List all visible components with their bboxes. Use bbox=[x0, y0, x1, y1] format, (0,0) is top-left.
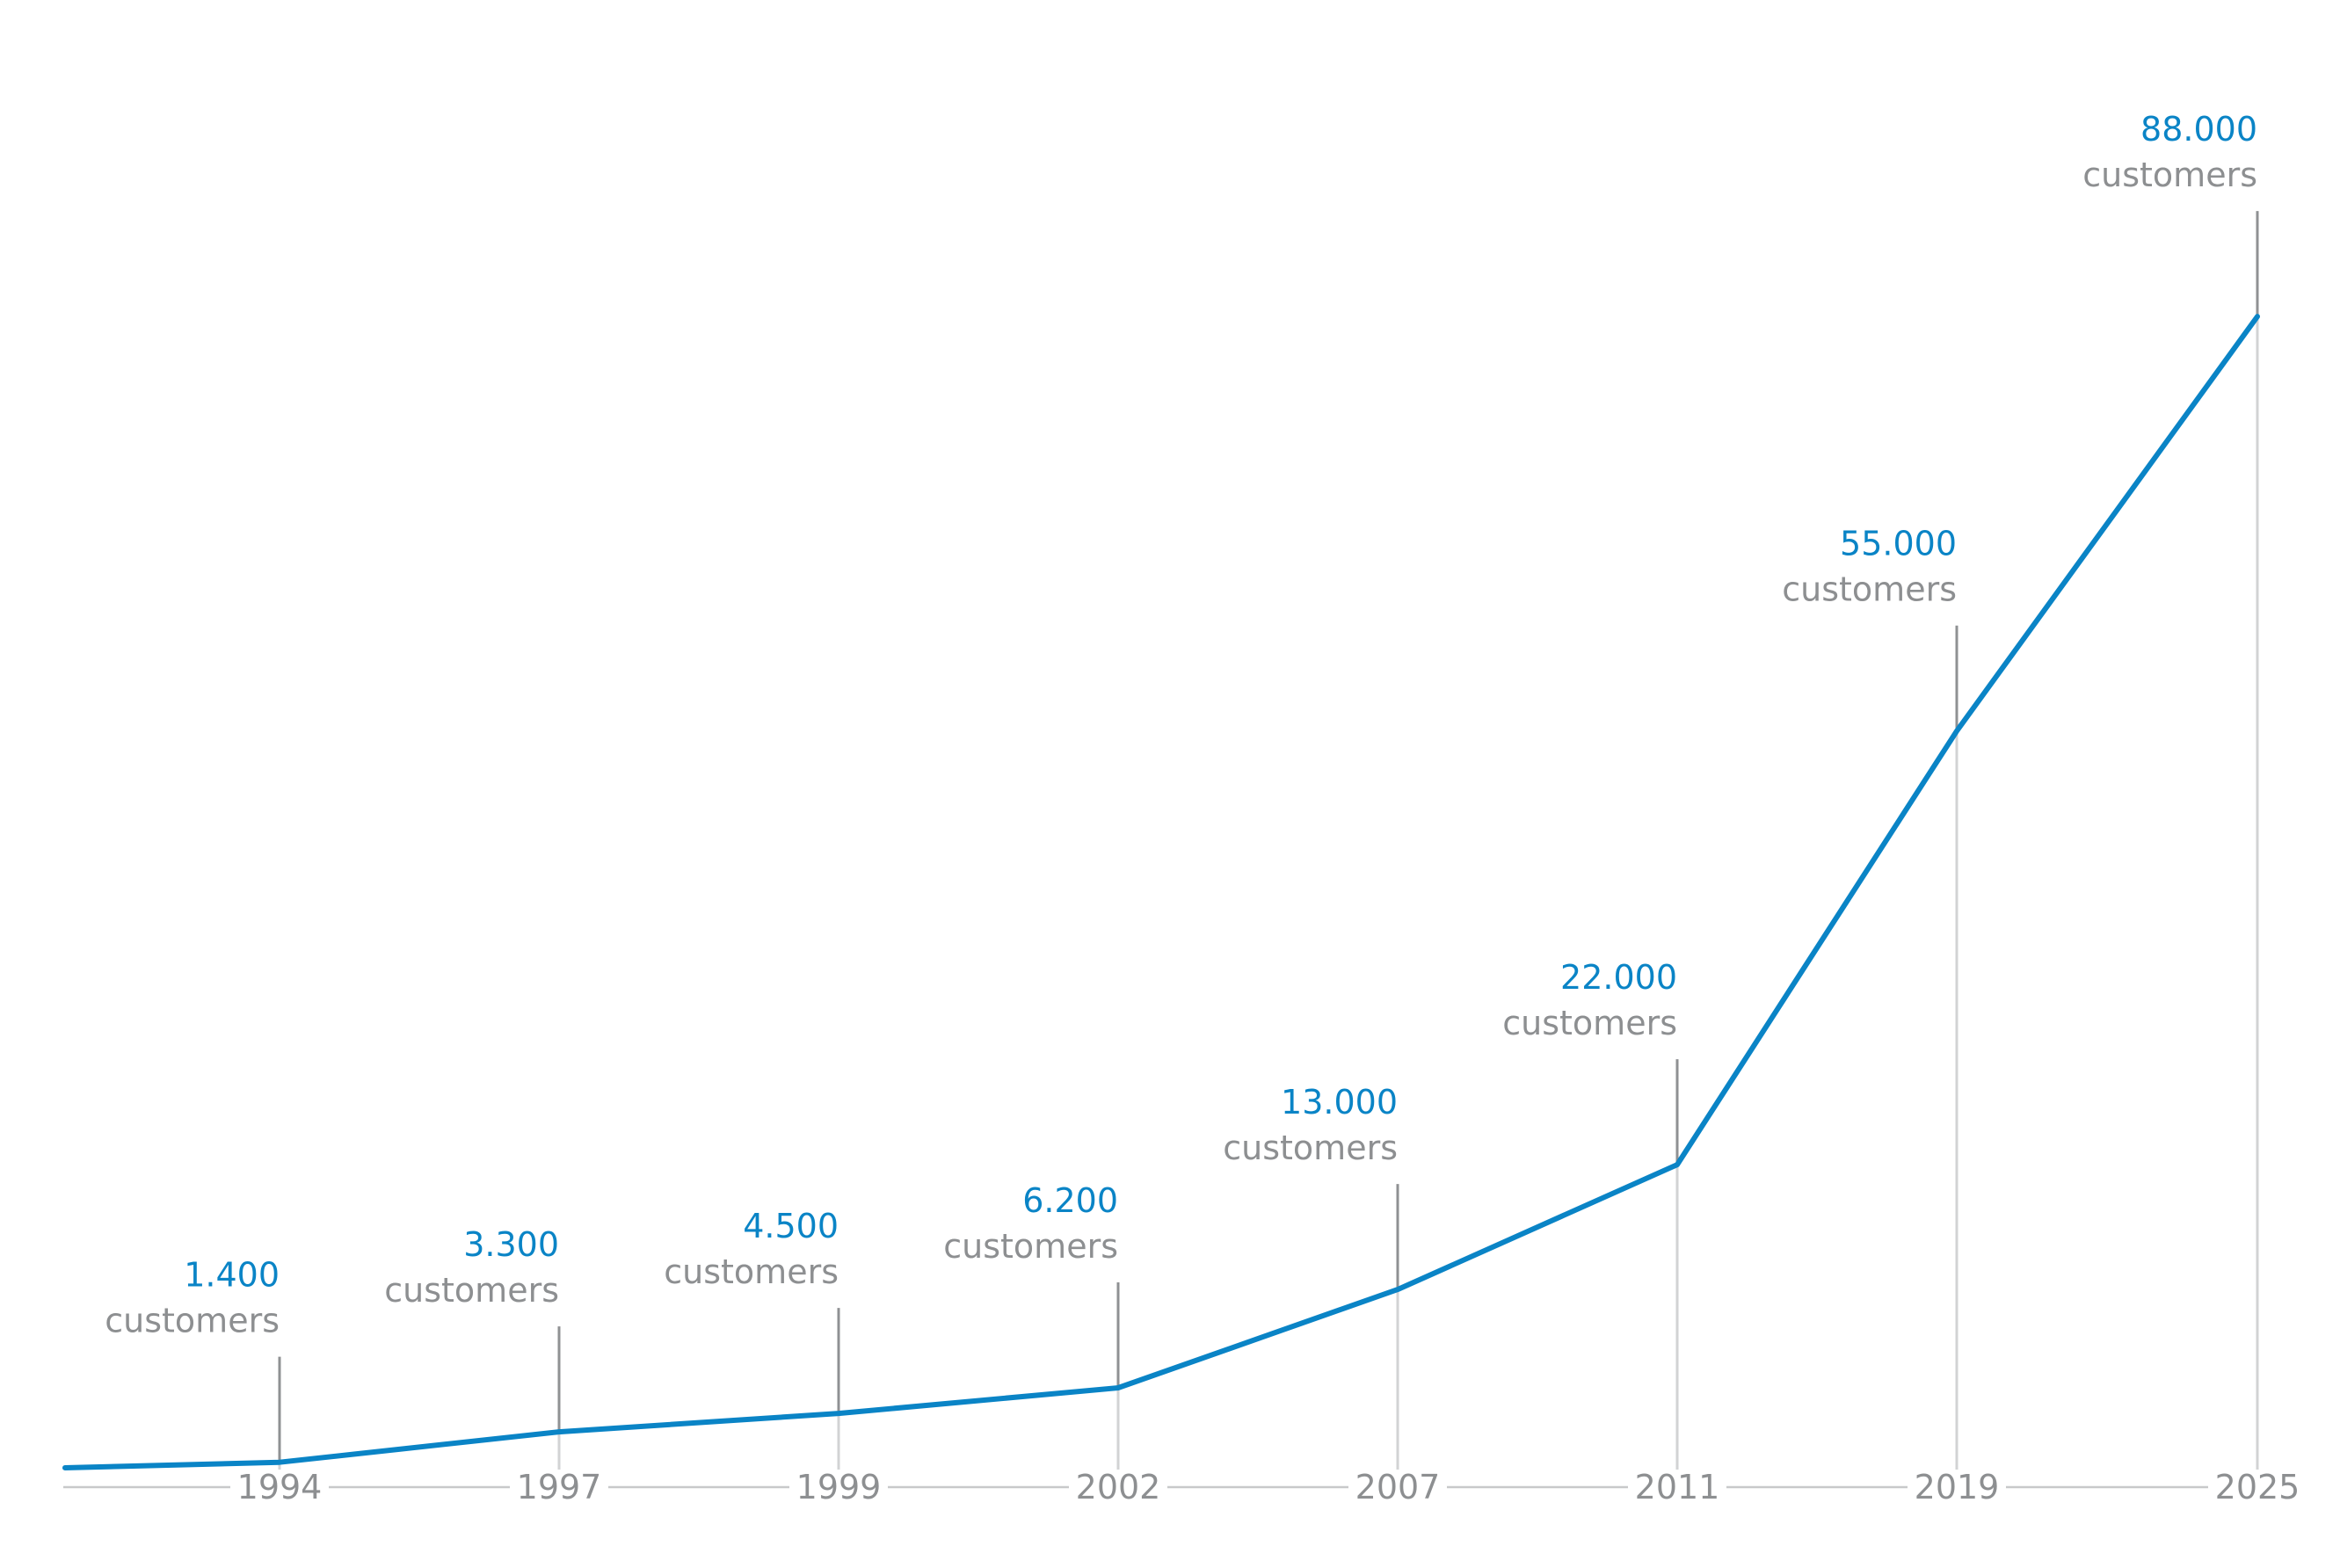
unit-label: customers bbox=[1223, 1129, 1398, 1167]
year-tick-label: 1994 bbox=[237, 1468, 323, 1506]
unit-label: customers bbox=[1782, 570, 1957, 609]
value-label: 3.300 bbox=[463, 1225, 559, 1264]
value-label: 1.400 bbox=[184, 1256, 280, 1295]
year-tick-label: 2019 bbox=[1915, 1468, 2000, 1506]
year-markers bbox=[278, 211, 2259, 1470]
unit-label: customers bbox=[943, 1227, 1118, 1266]
year-tick-label: 2007 bbox=[1355, 1468, 1441, 1506]
value-label: 22.000 bbox=[1560, 958, 1677, 997]
year-tick-label: 2011 bbox=[1635, 1468, 1720, 1506]
value-label: 13.000 bbox=[1281, 1083, 1398, 1122]
year-tick-label: 2025 bbox=[2215, 1468, 2300, 1506]
year-tick-label: 1999 bbox=[796, 1468, 882, 1506]
unit-label: customers bbox=[1502, 1004, 1677, 1042]
value-label: 6.200 bbox=[1022, 1181, 1118, 1220]
unit-label: customers bbox=[664, 1252, 839, 1291]
year-tick-label: 1997 bbox=[517, 1468, 602, 1506]
value-label: 4.500 bbox=[743, 1207, 839, 1245]
customers-line bbox=[62, 314, 2260, 1470]
unit-label: customers bbox=[2082, 156, 2257, 194]
value-label: 88.000 bbox=[2140, 110, 2257, 149]
data-labels: 1.400 customers 1994 3.300 customers 1997 4.50… bbox=[105, 110, 2300, 1506]
year-tick-label: 2002 bbox=[1076, 1468, 1161, 1506]
unit-label: customers bbox=[105, 1302, 280, 1340]
value-label: 55.000 bbox=[1840, 525, 1957, 563]
unit-label: customers bbox=[384, 1271, 559, 1310]
